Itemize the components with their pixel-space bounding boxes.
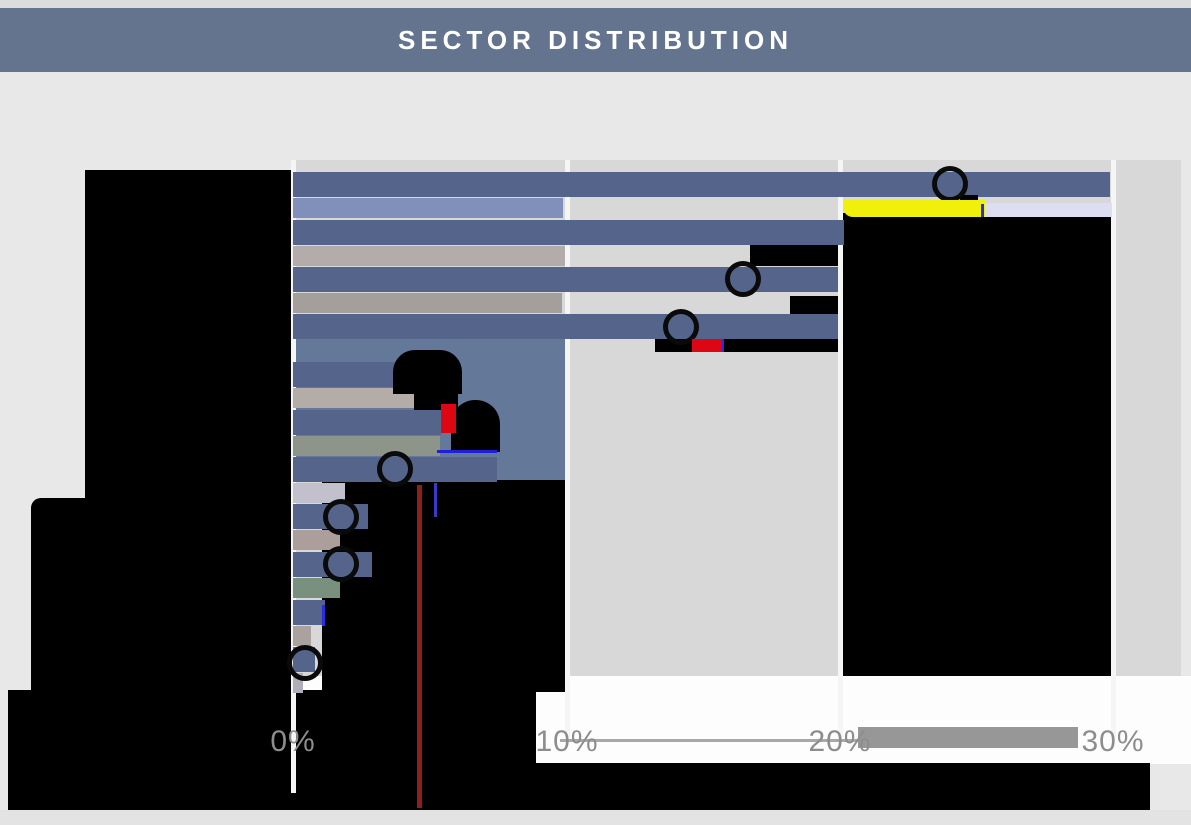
blue-tick <box>981 204 984 217</box>
ring-marker <box>725 261 761 297</box>
ring-marker <box>377 451 413 487</box>
redaction-blob <box>451 400 500 452</box>
fund-bar <box>293 600 325 625</box>
top-strip <box>0 0 1191 8</box>
redaction-block <box>843 213 1112 676</box>
gridline <box>1111 160 1116 737</box>
benchmark-bar <box>293 293 562 313</box>
fund-bar <box>293 220 844 245</box>
x-axis-label: 30% <box>1081 725 1145 758</box>
yellow-highlight <box>843 200 985 217</box>
gridline <box>838 160 843 737</box>
redaction-block <box>8 763 1150 810</box>
benchmark-bar <box>293 198 563 218</box>
benchmark-bar <box>293 388 415 408</box>
red-vertical-line <box>417 485 422 808</box>
blue-line <box>437 450 497 453</box>
benchmark-bar <box>293 246 565 266</box>
red-block <box>441 404 456 433</box>
x-axis-label: 10% <box>535 725 599 758</box>
benchmark-bar <box>293 578 340 598</box>
x-axis-label: 0% <box>270 725 316 758</box>
x-axis-line <box>560 739 858 742</box>
lavender-stripe <box>985 203 1112 217</box>
fund-bar <box>293 314 838 339</box>
fund-bar <box>293 410 441 435</box>
ring-marker <box>663 309 699 345</box>
redaction-block <box>31 498 293 692</box>
ring-marker <box>323 546 359 582</box>
x-axis-label: 20% <box>808 725 872 758</box>
benchmark-bar <box>293 483 345 503</box>
ring-marker <box>287 645 323 681</box>
benchmark-bar <box>293 626 311 646</box>
blue-tick <box>322 605 325 626</box>
blue-streak <box>434 483 437 517</box>
ring-marker <box>932 166 968 202</box>
blue-tick <box>722 339 724 352</box>
benchmark-bar <box>293 673 303 693</box>
ring-marker <box>323 499 359 535</box>
bottom-strip <box>0 810 1191 825</box>
chart-header: SECTOR DISTRIBUTION <box>0 8 1191 72</box>
redaction-block <box>722 338 843 352</box>
fund-bar <box>293 172 1110 197</box>
benchmark-bar <box>293 530 340 550</box>
redaction-block <box>85 170 293 528</box>
red-block <box>692 339 722 352</box>
benchmark-bar <box>293 436 440 456</box>
redaction-block <box>750 245 843 266</box>
gridline <box>565 160 570 737</box>
chart-title: SECTOR DISTRIBUTION <box>398 25 793 55</box>
x-axis-band <box>858 727 1078 748</box>
